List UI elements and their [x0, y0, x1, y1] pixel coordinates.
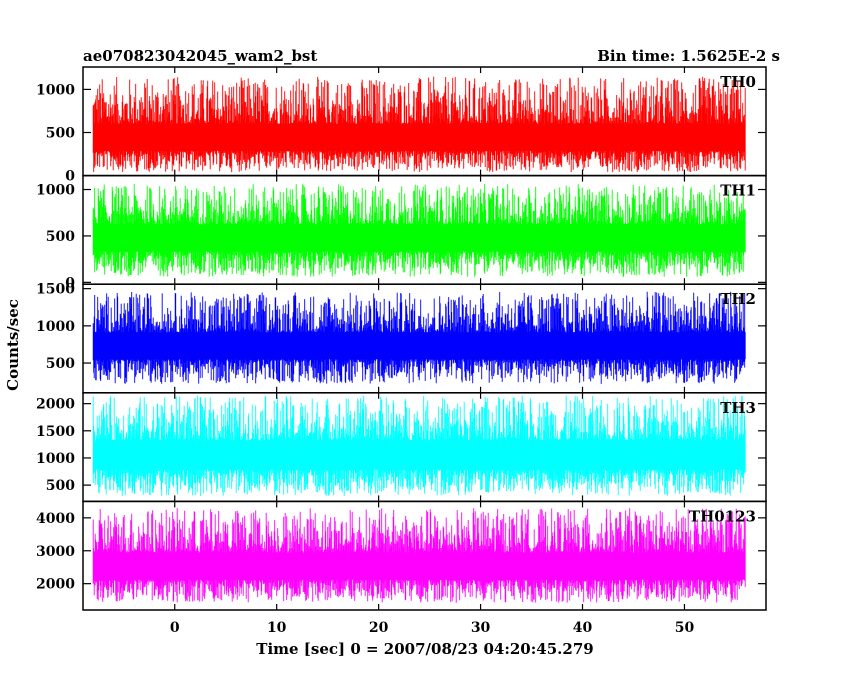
chart-title: ae070823042045_wam2_bst	[83, 47, 317, 65]
panel-name-th0: TH0	[720, 73, 756, 91]
series-th2-line	[92, 291, 746, 384]
series-th0-line	[92, 76, 746, 173]
series-th0123-line	[92, 508, 746, 603]
y-tick-label: 2000	[36, 577, 75, 593]
y-tick-label: 500	[46, 126, 75, 142]
panel-name-th0123: TH0123	[689, 507, 756, 525]
y-tick-label: 3000	[36, 544, 75, 560]
y-tick-label: 1500	[36, 282, 75, 298]
y-axis-label: Counts/sec	[4, 299, 22, 391]
y-tick-label: 1000	[36, 451, 75, 467]
y-tick-label: 1000	[36, 183, 75, 199]
series-th1-line	[92, 184, 746, 277]
chart-subtitle: Bin time: 1.5625E-2 s	[597, 47, 780, 65]
panel-name-th2: TH2	[720, 290, 756, 308]
y-tick-label: 0	[65, 275, 75, 291]
x-tick-label: 40	[573, 620, 593, 636]
x-tick-label: 30	[471, 620, 491, 636]
panel-th0: 0 500 1000 TH0	[36, 66, 767, 185]
series-th3-line	[92, 395, 746, 496]
panel-th3: 500 1000 1500 2000 TH3	[36, 392, 767, 503]
y-tick-label: 1000	[36, 82, 75, 98]
x-tick-label: 0	[170, 620, 180, 636]
y-tick-label: 500	[46, 229, 75, 245]
x-tick-label: 50	[675, 620, 695, 636]
panel-th0123: 2000 3000 4000 TH0123	[36, 500, 767, 611]
y-tick-label: 4000	[36, 511, 75, 527]
y-tick-label: 2000	[36, 397, 75, 413]
x-tick-label: 20	[369, 620, 389, 636]
panel-frame	[82, 500, 767, 611]
x-tick-label: 10	[267, 620, 287, 636]
panel-name-th1: TH1	[720, 182, 756, 200]
y-tick-label: 500	[46, 478, 75, 494]
x-axis-label: Time [sec] 0 = 2007/08/23 04:20:45.279	[256, 640, 593, 658]
y-tick-label: 0	[65, 169, 75, 185]
y-tick-label: 1000	[36, 319, 75, 335]
panel-th1: 0 500 1000 TH1	[36, 174, 767, 291]
panel-name-th3: TH3	[720, 399, 756, 417]
y-tick-label: 500	[46, 356, 75, 372]
y-tick-label: 1500	[36, 424, 75, 440]
panel-th2: 500 1000 1500 TH2	[36, 282, 767, 394]
